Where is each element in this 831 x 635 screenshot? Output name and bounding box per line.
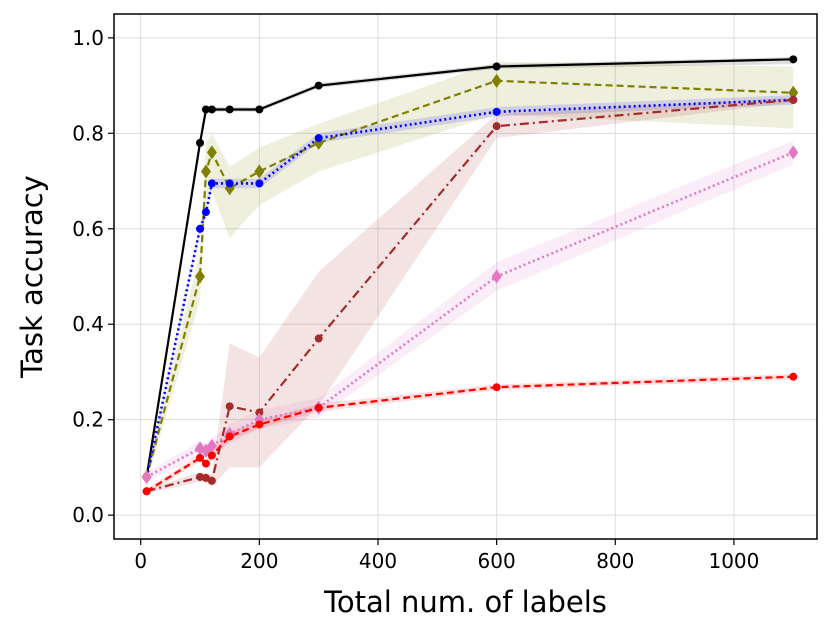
point-pink xyxy=(788,145,799,160)
x-tick-label: 800 xyxy=(596,549,634,573)
point-blue xyxy=(314,134,323,143)
y-tick-label: 0.0 xyxy=(72,503,104,527)
y-tick-label: 0.8 xyxy=(72,121,104,145)
x-tick-label: 200 xyxy=(240,549,278,573)
point-red xyxy=(255,420,264,429)
point-red xyxy=(789,372,798,381)
point-olive xyxy=(254,164,265,179)
point-olive xyxy=(195,269,206,284)
point-black xyxy=(196,138,205,147)
y-tick-label: 0.2 xyxy=(72,408,104,432)
point-black xyxy=(314,81,323,90)
point-brown xyxy=(225,402,234,411)
y-axis-ticks: 0.0 0.2 0.4 0.6 0.8 1.0 xyxy=(72,26,114,527)
point-black xyxy=(225,105,234,114)
point-red xyxy=(207,451,216,460)
point-brown xyxy=(789,95,798,104)
point-blue xyxy=(196,224,205,233)
point-red xyxy=(225,432,234,441)
point-olive xyxy=(200,164,211,179)
plot-area xyxy=(114,14,817,539)
plot-frame xyxy=(113,13,818,540)
point-blue xyxy=(201,208,210,217)
band-olive xyxy=(146,61,794,482)
x-tick-label: 600 xyxy=(478,549,516,573)
point-red xyxy=(142,487,151,496)
point-brown xyxy=(314,334,323,343)
x-tick-label: 400 xyxy=(359,549,397,573)
point-blue xyxy=(225,179,234,188)
x-axis-label: Total num. of labels xyxy=(323,585,607,619)
point-olive xyxy=(491,73,502,88)
point-blue xyxy=(492,107,501,116)
point-black xyxy=(789,55,798,64)
y-axis-label: Task accuracy xyxy=(15,175,49,379)
series-markers xyxy=(141,55,799,496)
line-red xyxy=(146,375,794,493)
point-blue xyxy=(207,179,216,188)
point-brown xyxy=(492,122,501,131)
line-olive xyxy=(145,79,794,478)
point-pink xyxy=(491,269,502,284)
x-tick-label: 1000 xyxy=(708,549,759,573)
point-black xyxy=(207,105,216,114)
y-tick-label: 1.0 xyxy=(72,26,104,50)
point-pink xyxy=(141,469,152,484)
point-olive xyxy=(206,145,217,160)
y-tick-label: 0.6 xyxy=(72,217,104,241)
point-black xyxy=(492,62,501,71)
point-black xyxy=(255,105,264,114)
point-black xyxy=(201,105,210,114)
point-brown xyxy=(207,476,216,485)
point-red xyxy=(492,383,501,392)
x-axis-ticks: 0 200 400 600 800 1000 xyxy=(134,539,759,573)
point-brown xyxy=(196,472,205,481)
y-tick-label: 0.4 xyxy=(72,312,104,336)
band-pink xyxy=(146,140,794,482)
point-red xyxy=(201,459,210,468)
point-red xyxy=(196,453,205,462)
band-brown xyxy=(146,97,794,494)
point-pink xyxy=(206,438,217,453)
point-blue xyxy=(255,179,264,188)
point-red xyxy=(314,403,323,412)
x-tick-label: 0 xyxy=(134,549,147,573)
point-brown xyxy=(201,473,210,482)
confidence-bands xyxy=(146,57,794,494)
point-brown xyxy=(255,408,264,417)
point-olive xyxy=(788,85,799,100)
